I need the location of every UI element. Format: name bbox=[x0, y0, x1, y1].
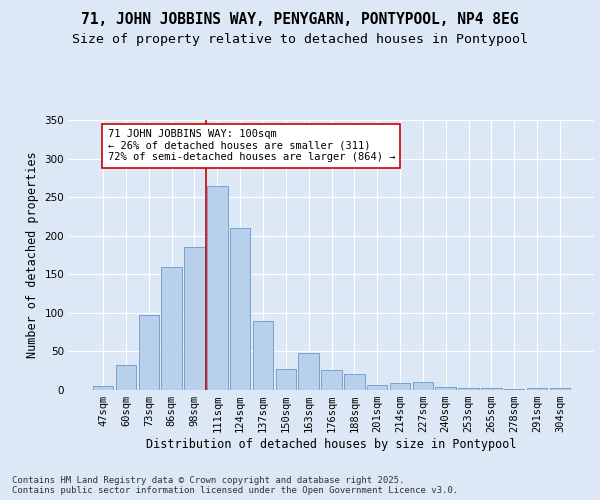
Bar bbox=[527, 388, 547, 390]
Text: Contains HM Land Registry data © Crown copyright and database right 2025.
Contai: Contains HM Land Registry data © Crown c… bbox=[12, 476, 458, 495]
Bar bbox=[481, 388, 502, 390]
Bar bbox=[253, 320, 273, 390]
Bar bbox=[436, 387, 456, 390]
Bar bbox=[139, 315, 159, 390]
Bar bbox=[184, 248, 205, 390]
Bar bbox=[550, 388, 570, 390]
Bar bbox=[275, 369, 296, 390]
Bar bbox=[207, 186, 227, 390]
Bar bbox=[161, 266, 182, 390]
Bar bbox=[458, 388, 479, 390]
Bar bbox=[504, 389, 524, 390]
Bar bbox=[116, 364, 136, 390]
Bar bbox=[298, 353, 319, 390]
Text: Size of property relative to detached houses in Pontypool: Size of property relative to detached ho… bbox=[72, 32, 528, 46]
Bar bbox=[413, 382, 433, 390]
Bar bbox=[344, 374, 365, 390]
Bar bbox=[230, 228, 250, 390]
Bar bbox=[321, 370, 342, 390]
X-axis label: Distribution of detached houses by size in Pontypool: Distribution of detached houses by size … bbox=[146, 438, 517, 451]
Bar bbox=[93, 386, 113, 390]
Text: 71, JOHN JOBBINS WAY, PENYGARN, PONTYPOOL, NP4 8EG: 71, JOHN JOBBINS WAY, PENYGARN, PONTYPOO… bbox=[81, 12, 519, 28]
Y-axis label: Number of detached properties: Number of detached properties bbox=[26, 152, 39, 358]
Text: 71 JOHN JOBBINS WAY: 100sqm
← 26% of detached houses are smaller (311)
72% of se: 71 JOHN JOBBINS WAY: 100sqm ← 26% of det… bbox=[108, 130, 395, 162]
Bar bbox=[390, 383, 410, 390]
Bar bbox=[367, 386, 388, 390]
